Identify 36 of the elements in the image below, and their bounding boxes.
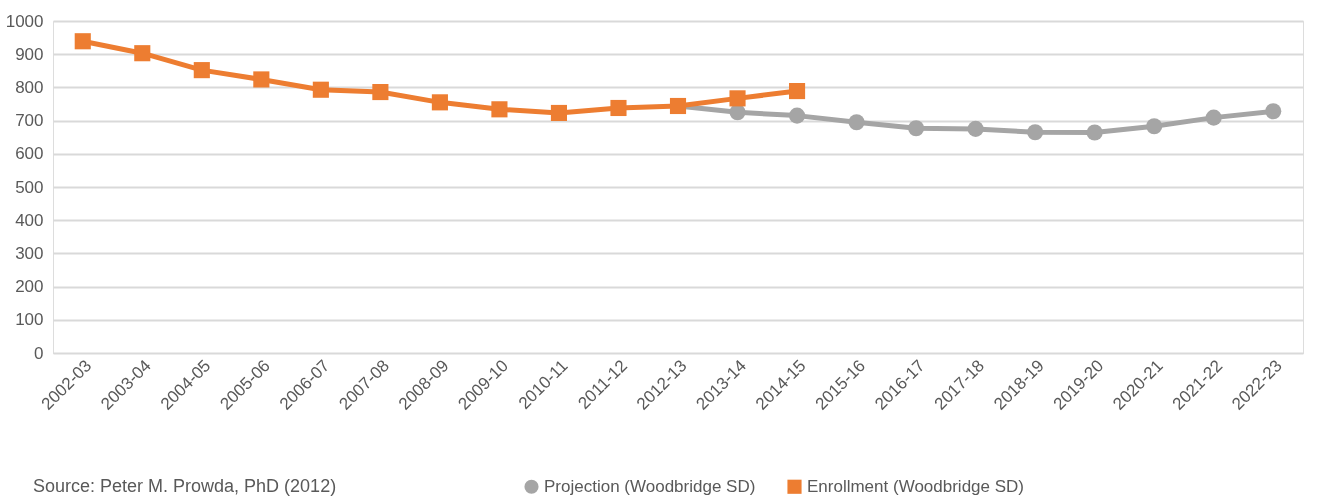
point: [1265, 103, 1282, 120]
point: [312, 81, 329, 98]
y-tick-label: 500: [15, 177, 44, 197]
point: [550, 104, 568, 122]
point: [788, 82, 806, 100]
point: [1086, 124, 1103, 141]
source-note: Source: Peter M. Prowda, PhD (2012): [33, 476, 337, 496]
y-tick-label: 600: [15, 144, 44, 164]
point: [610, 99, 627, 117]
point: [253, 71, 270, 88]
point: [967, 120, 984, 137]
y-tick-label: 100: [15, 310, 44, 330]
y-tick-label: 400: [15, 210, 44, 230]
y-tick-label: 200: [15, 277, 44, 297]
point: [372, 83, 389, 101]
point: [431, 94, 448, 111]
point: [1205, 109, 1222, 126]
y-tick-label: 300: [15, 243, 44, 263]
legend-label: Enrollment (Woodbridge SD): [807, 476, 1024, 496]
y-tick-label: 1000: [5, 11, 44, 31]
point: [908, 120, 925, 137]
point: [729, 104, 746, 121]
y-tick-label: 700: [15, 111, 44, 131]
point: [1027, 124, 1044, 141]
y-tick-label: 800: [15, 77, 44, 97]
y-tick-label: 900: [15, 44, 44, 64]
legend-label: Projection (Woodbridge SD): [544, 476, 756, 496]
y-tick-label: 0: [34, 343, 44, 363]
point: [193, 62, 210, 79]
point: [788, 107, 806, 124]
point: [491, 101, 508, 118]
point: [134, 45, 151, 62]
point: [729, 90, 746, 107]
point: [848, 114, 865, 131]
point: [1146, 118, 1163, 135]
point: [74, 33, 91, 50]
